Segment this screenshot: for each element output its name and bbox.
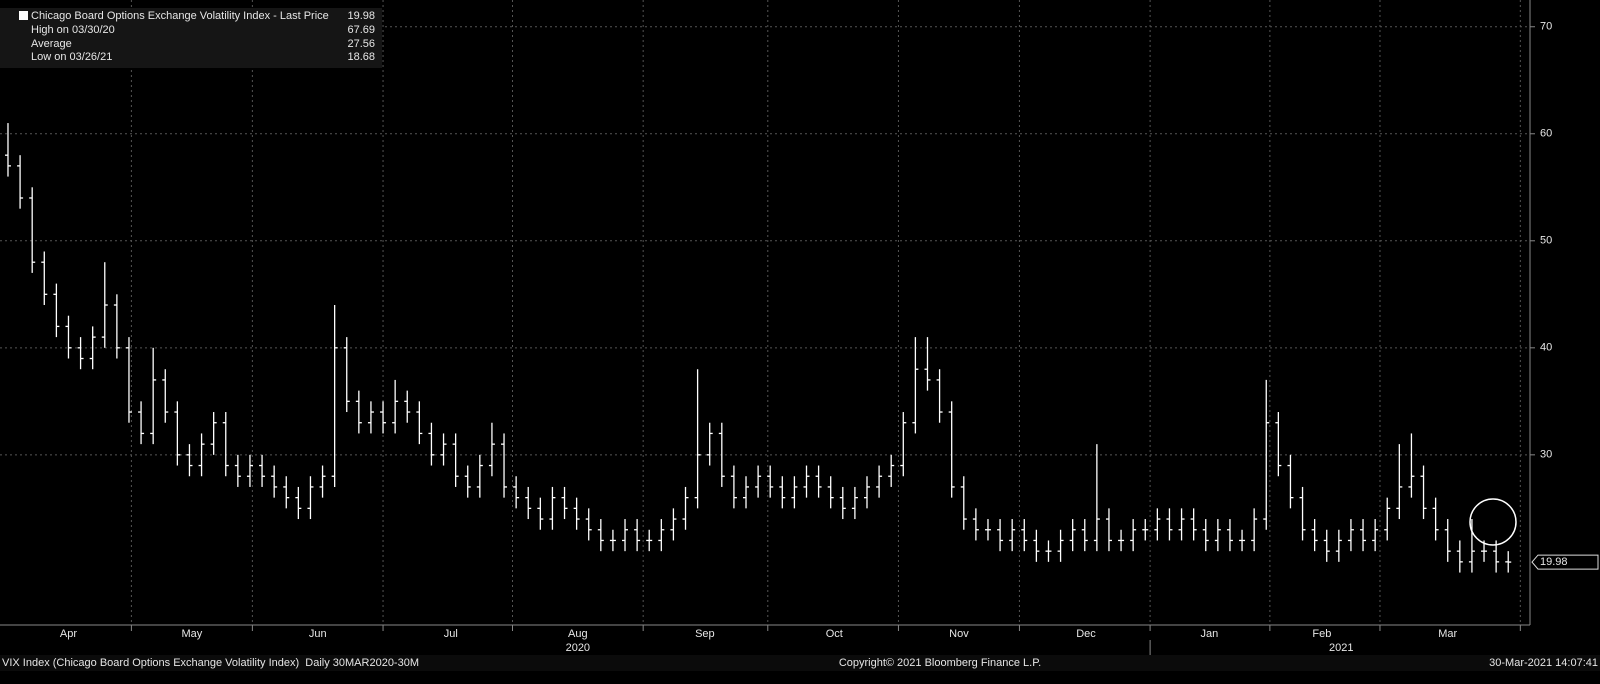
year-label: 2021	[1329, 642, 1353, 654]
legend-label: High on 03/30/20	[31, 24, 115, 36]
legend-value: 18.68	[347, 51, 375, 63]
footer-center: Copyright© 2021 Bloomberg Finance L.P.	[839, 657, 1041, 669]
legend-swatch	[19, 11, 28, 20]
x-tick-label: May	[181, 628, 202, 640]
legend-label: Low on 03/26/21	[31, 51, 112, 63]
y-tick-label: 40	[1540, 342, 1552, 354]
x-tick-label: Dec	[1076, 628, 1096, 640]
price-tag-label: 19.98	[1540, 556, 1568, 568]
legend-title: Chicago Board Options Exchange Volatilit…	[31, 10, 329, 22]
x-tick-label: Mar	[1438, 628, 1457, 640]
x-tick-label: Apr	[60, 628, 77, 640]
grid	[0, 0, 1530, 625]
legend-value: 27.56	[347, 38, 375, 50]
footer-left: VIX Index (Chicago Board Options Exchang…	[2, 657, 419, 669]
price-tag	[1531, 554, 1599, 570]
year-label: 2020	[566, 642, 590, 654]
legend-box	[0, 8, 382, 68]
x-tick-label: Feb	[1312, 628, 1331, 640]
footer-right: 30-Mar-2021 14:07:41	[1489, 657, 1598, 669]
footer-bar	[0, 655, 1600, 671]
x-tick-label: Jul	[444, 628, 458, 640]
legend: Chicago Board Options Exchange Volatilit…	[0, 8, 382, 68]
x-tick-label: Jan	[1201, 628, 1219, 640]
y-tick-label: 50	[1540, 235, 1552, 247]
legend-label: Average	[31, 38, 72, 50]
y-tick-label: 30	[1540, 449, 1552, 461]
bars	[4, 123, 1512, 573]
x-tick-label: Sep	[695, 628, 715, 640]
highlight-circle	[1469, 498, 1517, 546]
legend-value: 67.69	[347, 24, 375, 36]
x-tick-label: Oct	[826, 628, 843, 640]
legend-value: 19.98	[347, 10, 375, 22]
y-tick-label: 70	[1540, 21, 1552, 33]
x-tick-label: Jun	[309, 628, 327, 640]
x-tick-label: Nov	[949, 628, 969, 640]
y-tick-label: 60	[1540, 128, 1552, 140]
x-tick-label: Aug	[568, 628, 588, 640]
